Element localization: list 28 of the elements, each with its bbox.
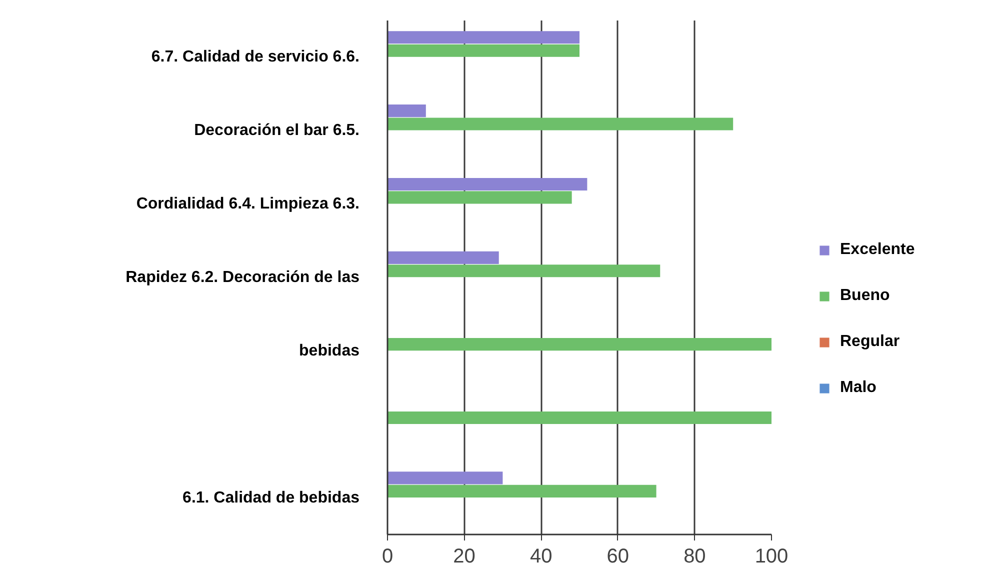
bar — [388, 118, 734, 130]
x-tick-label: 40 — [530, 546, 552, 568]
bar — [388, 31, 580, 44]
y-tick-label: 6.1. Calidad de bebidas — [182, 489, 360, 506]
bar — [388, 338, 772, 351]
y-tick-label: Rapidez 6.2. Decoración de las — [126, 269, 360, 286]
bar — [388, 472, 503, 484]
bar — [388, 104, 426, 118]
bar — [388, 251, 499, 264]
x-tick-label: 20 — [453, 546, 476, 568]
x-tick-label: 80 — [684, 546, 706, 568]
legend-label: Bueno — [840, 287, 890, 305]
y-tick-label: Decoración el bar 6.5. — [194, 122, 360, 140]
bar — [388, 44, 580, 57]
bar — [388, 411, 772, 424]
legend-label: Malo — [840, 379, 876, 397]
bar — [388, 264, 660, 278]
x-tick-label: 100 — [754, 546, 788, 568]
y-tick-label: 6.7. Calidad de servicio 6.6. — [151, 48, 360, 66]
y-tick-label: Cordialidad 6.4. Limpieza 6.3. — [136, 196, 360, 213]
y-tick-label: bebidas — [299, 342, 360, 360]
bar — [388, 191, 572, 204]
x-tick-label: 0 — [382, 546, 394, 568]
x-tick-label: 60 — [606, 546, 630, 568]
legend-label: Excelente — [840, 241, 915, 259]
legend-label: Regular — [840, 333, 900, 351]
bar — [388, 178, 588, 191]
bar — [388, 484, 656, 498]
